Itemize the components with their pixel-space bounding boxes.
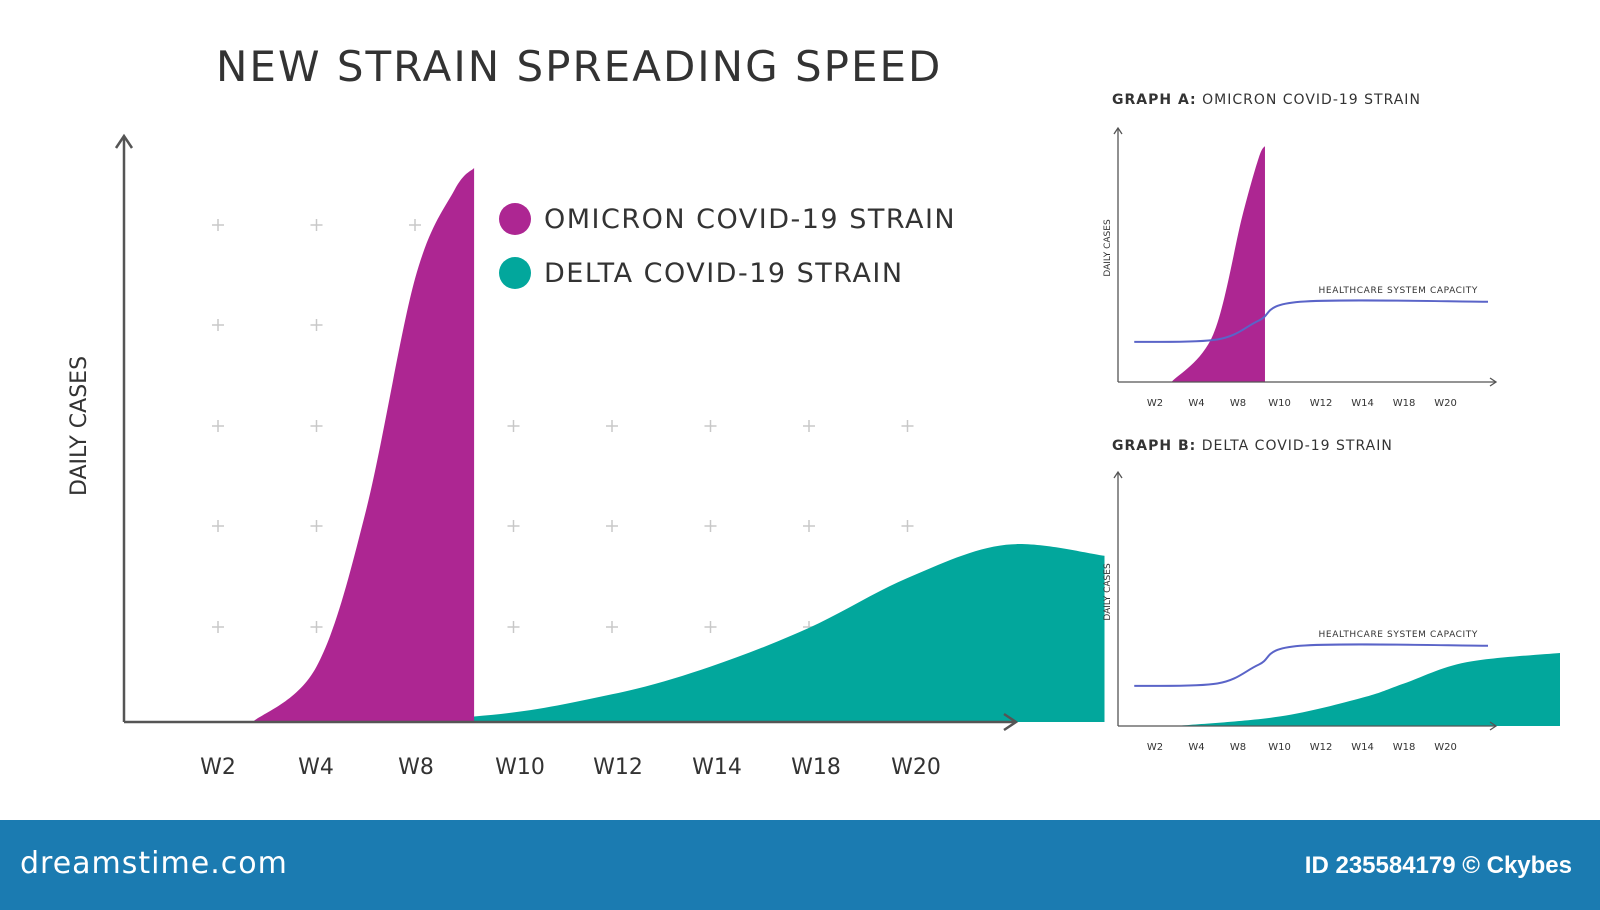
main-axes [114, 133, 1019, 732]
graph-a-title: GRAPH A: OMICRON COVID-19 STRAIN [1112, 92, 1421, 108]
graph-b-title: GRAPH B: DELTA COVID-19 STRAIN [1112, 438, 1393, 454]
main-chart-title: NEW STRAIN SPREADING SPEED [216, 42, 943, 91]
grid-cross [606, 420, 618, 432]
grid-cross [507, 420, 520, 432]
x-tick-label: W18 [791, 755, 841, 780]
graph-b-y-axis-arrow [1113, 470, 1123, 479]
x-tick-label: W12 [593, 755, 643, 780]
graph-a-name: OMICRON COVID-19 STRAIN [1202, 92, 1421, 108]
graph-b-x-tick-label: W4 [1188, 742, 1204, 753]
footer-logo[interactable]: dreamstime.com [20, 846, 288, 881]
graph-b-strain-area [1175, 652, 1560, 726]
graph-a-chart: HEALTHCARE SYSTEM CAPACITY W2 W4 W8 W10 W12 W1… [1103, 126, 1498, 409]
main-chart: W2 W4 W8 W10 W12 W14 W18 W20 DAILY CASES OMICRO… [67, 133, 1105, 780]
graph-b-name: DELTA COVID-19 STRAIN [1201, 438, 1393, 454]
x-tick-label: W8 [398, 755, 434, 780]
grid-cross [803, 420, 815, 432]
graph-a-x-axis-arrow [1489, 377, 1498, 387]
graph-a-x-tick-label: W14 [1351, 398, 1374, 409]
grid-cross [310, 520, 323, 532]
graph-a-prefix: GRAPH A: [1112, 92, 1197, 108]
legend-swatch [499, 203, 531, 235]
grid-cross [310, 219, 323, 231]
x-tick-label: W4 [298, 755, 334, 780]
grid-cross [901, 520, 914, 532]
grid-cross [212, 219, 224, 231]
graph-a-capacity-label: HEALTHCARE SYSTEM CAPACITY [1319, 286, 1478, 296]
graph-b-x-tick-label: W12 [1310, 742, 1333, 753]
x-tick-label: W10 [495, 755, 545, 780]
x-tick-label: W14 [692, 755, 742, 780]
x-tick-label: W2 [200, 755, 236, 780]
graph-a-y-axis-arrow [1113, 126, 1123, 135]
x-tick-label: W20 [891, 755, 941, 780]
graph-a-x-tick-label: W20 [1434, 398, 1457, 409]
legend-label: OMICRON COVID-19 STRAIN [544, 204, 956, 235]
grid-cross [310, 621, 323, 633]
footer-image-id: ID 235584179 © Ckybes [1304, 852, 1572, 879]
legend-label: DELTA COVID-19 STRAIN [544, 258, 904, 289]
graph-b-x-tick-label: W14 [1351, 742, 1374, 753]
grid-cross [803, 520, 815, 532]
grid-cross [212, 621, 224, 633]
grid-cross [507, 520, 520, 532]
graph-b-x-axis-arrow [1489, 721, 1498, 731]
main-x-tick-labels: W2 W4 W8 W10 W12 W14 W18 W20 [200, 755, 941, 780]
grid-cross [901, 420, 914, 432]
graph-a-x-tick-label: W12 [1310, 398, 1333, 409]
grid-cross [507, 621, 520, 633]
graph-a-x-tick-label: W18 [1393, 398, 1416, 409]
graph-a-x-tick-label: W2 [1147, 398, 1163, 409]
main-area-series [252, 168, 1105, 722]
graph-a-capacity-line [1134, 299, 1489, 343]
legend-item-delta: DELTA COVID-19 STRAIN [499, 257, 904, 289]
grid-cross [704, 621, 717, 633]
grid-cross [310, 420, 323, 432]
omicron-area [252, 168, 475, 722]
graph-b-x-tick-label: W2 [1147, 742, 1163, 753]
graph-b-x-tick-label: W20 [1434, 742, 1457, 753]
graph-b-capacity-label: HEALTHCARE SYSTEM CAPACITY [1319, 630, 1478, 640]
grid-cross [310, 319, 323, 331]
main-y-axis-label: DAILY CASES [67, 356, 92, 496]
graph-a-x-tick-label: W4 [1188, 398, 1204, 409]
legend-item-omicron: OMICRON COVID-19 STRAIN [499, 203, 956, 235]
main-legend: OMICRON COVID-19 STRAIN DELTA COVID-19 ST… [499, 203, 956, 289]
graph-b-x-tick-label: W10 [1268, 742, 1291, 753]
graph-a-y-axis-label: DAILY CASES [1103, 219, 1113, 277]
y-axis-arrow [114, 133, 134, 149]
grid-cross [606, 520, 618, 532]
graph-b-x-tick-label: W18 [1393, 742, 1416, 753]
grid-cross [704, 520, 717, 532]
x-axis-arrow [1003, 712, 1019, 732]
graph-a-x-tick-label: W10 [1268, 398, 1291, 409]
legend-swatch [499, 257, 531, 289]
grid-cross [212, 420, 224, 432]
graph-b-capacity-line [1134, 643, 1489, 687]
graph-b-y-axis-label: DAILY CASES [1103, 563, 1113, 621]
grid-cross [704, 420, 717, 432]
graph-b-chart: HEALTHCARE SYSTEM CAPACITY W2 W4 W8 W10 W12 W1… [1103, 470, 1560, 753]
footer-bar: dreamstime.com ID 235584179 © Ckybes [0, 820, 1600, 910]
graph-a-x-tick-label: W8 [1230, 398, 1246, 409]
graph-b-x-tick-label: W8 [1230, 742, 1246, 753]
delta-area [252, 544, 1105, 722]
graph-b-prefix: GRAPH B: [1112, 438, 1197, 454]
grid-cross [212, 520, 224, 532]
grid-cross [606, 621, 618, 633]
grid-cross [212, 319, 224, 331]
graph-a-strain-area [1171, 146, 1265, 382]
grid-cross [409, 219, 421, 231]
